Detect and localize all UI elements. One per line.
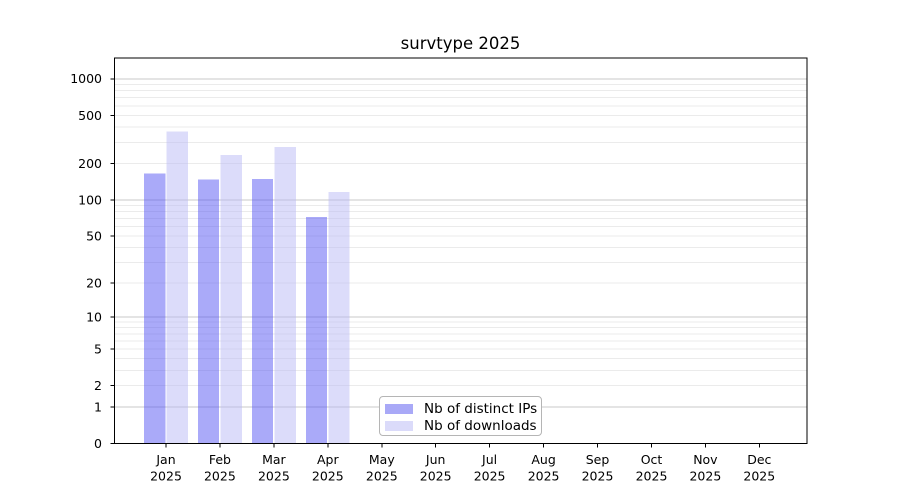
bar-distinct-ips: [305, 217, 328, 444]
y-tick-label: 200: [78, 156, 102, 171]
bar-downloads: [220, 155, 242, 444]
x-tick-label-year: 2025: [689, 469, 721, 484]
bar-distinct-ips: [144, 173, 166, 444]
y-tick-label: 2: [94, 378, 102, 393]
chart-title: survtype 2025: [400, 34, 521, 53]
bar-downloads: [274, 146, 296, 444]
x-tick-label-year: 2025: [528, 469, 560, 484]
bar-distinct-ips: [252, 179, 274, 444]
x-tick-label-month: Mar: [262, 452, 286, 467]
x-tick-label-month: Oct: [641, 452, 663, 467]
x-tick-label-year: 2025: [204, 469, 236, 484]
legend-item-distinct-ips: Nb of distinct IPs: [385, 400, 541, 417]
x-tick-label-month: Apr: [317, 452, 339, 467]
y-tick-label: 100: [78, 192, 102, 207]
x-tick-label-year: 2025: [312, 469, 344, 484]
x-tick-label-year: 2025: [150, 469, 182, 484]
plot-border: [114, 57, 808, 445]
x-tick-label-month: May: [369, 452, 395, 467]
x-tick-label-month: Nov: [693, 452, 718, 467]
legend-label-downloads: Nb of downloads: [424, 417, 537, 434]
y-tick-label: 1000: [70, 71, 102, 86]
y-tick-label: 20: [86, 275, 102, 290]
x-tick-label-month: Aug: [531, 452, 555, 467]
y-tick-label: 0: [94, 436, 102, 451]
x-tick-label-month: Sep: [586, 452, 610, 467]
x-tick-label-year: 2025: [636, 469, 668, 484]
y-tick-label: 10: [86, 310, 102, 325]
y-tick-label: 5: [94, 342, 102, 357]
legend-swatch-distinct-ips: [385, 403, 413, 414]
y-tick-label: 1: [94, 400, 102, 415]
x-tick-label-month: Jan: [155, 452, 175, 467]
legend-item-downloads: Nb of downloads: [385, 417, 541, 434]
x-tick-label-year: 2025: [420, 469, 452, 484]
x-tick-label-year: 2025: [474, 469, 506, 484]
x-tick-label-month: Dec: [747, 452, 771, 467]
bar-downloads: [328, 191, 350, 444]
bar-distinct-ips: [198, 179, 220, 444]
x-tick-label-year: 2025: [743, 469, 775, 484]
legend: Nb of distinct IPs Nb of downloads: [379, 396, 542, 436]
x-tick-label-year: 2025: [366, 469, 398, 484]
y-tick-label: 500: [78, 108, 102, 123]
legend-swatch-downloads: [385, 420, 413, 431]
y-tick-label: 50: [86, 229, 102, 244]
x-tick-label-month: Jul: [481, 452, 497, 467]
x-tick-label-month: Feb: [209, 452, 231, 467]
x-tick-label-year: 2025: [258, 469, 290, 484]
bar-downloads: [166, 131, 188, 444]
x-tick-label-year: 2025: [582, 469, 614, 484]
x-tick-label-month: Jun: [425, 452, 446, 467]
legend-label-distinct-ips: Nb of distinct IPs: [424, 400, 538, 417]
